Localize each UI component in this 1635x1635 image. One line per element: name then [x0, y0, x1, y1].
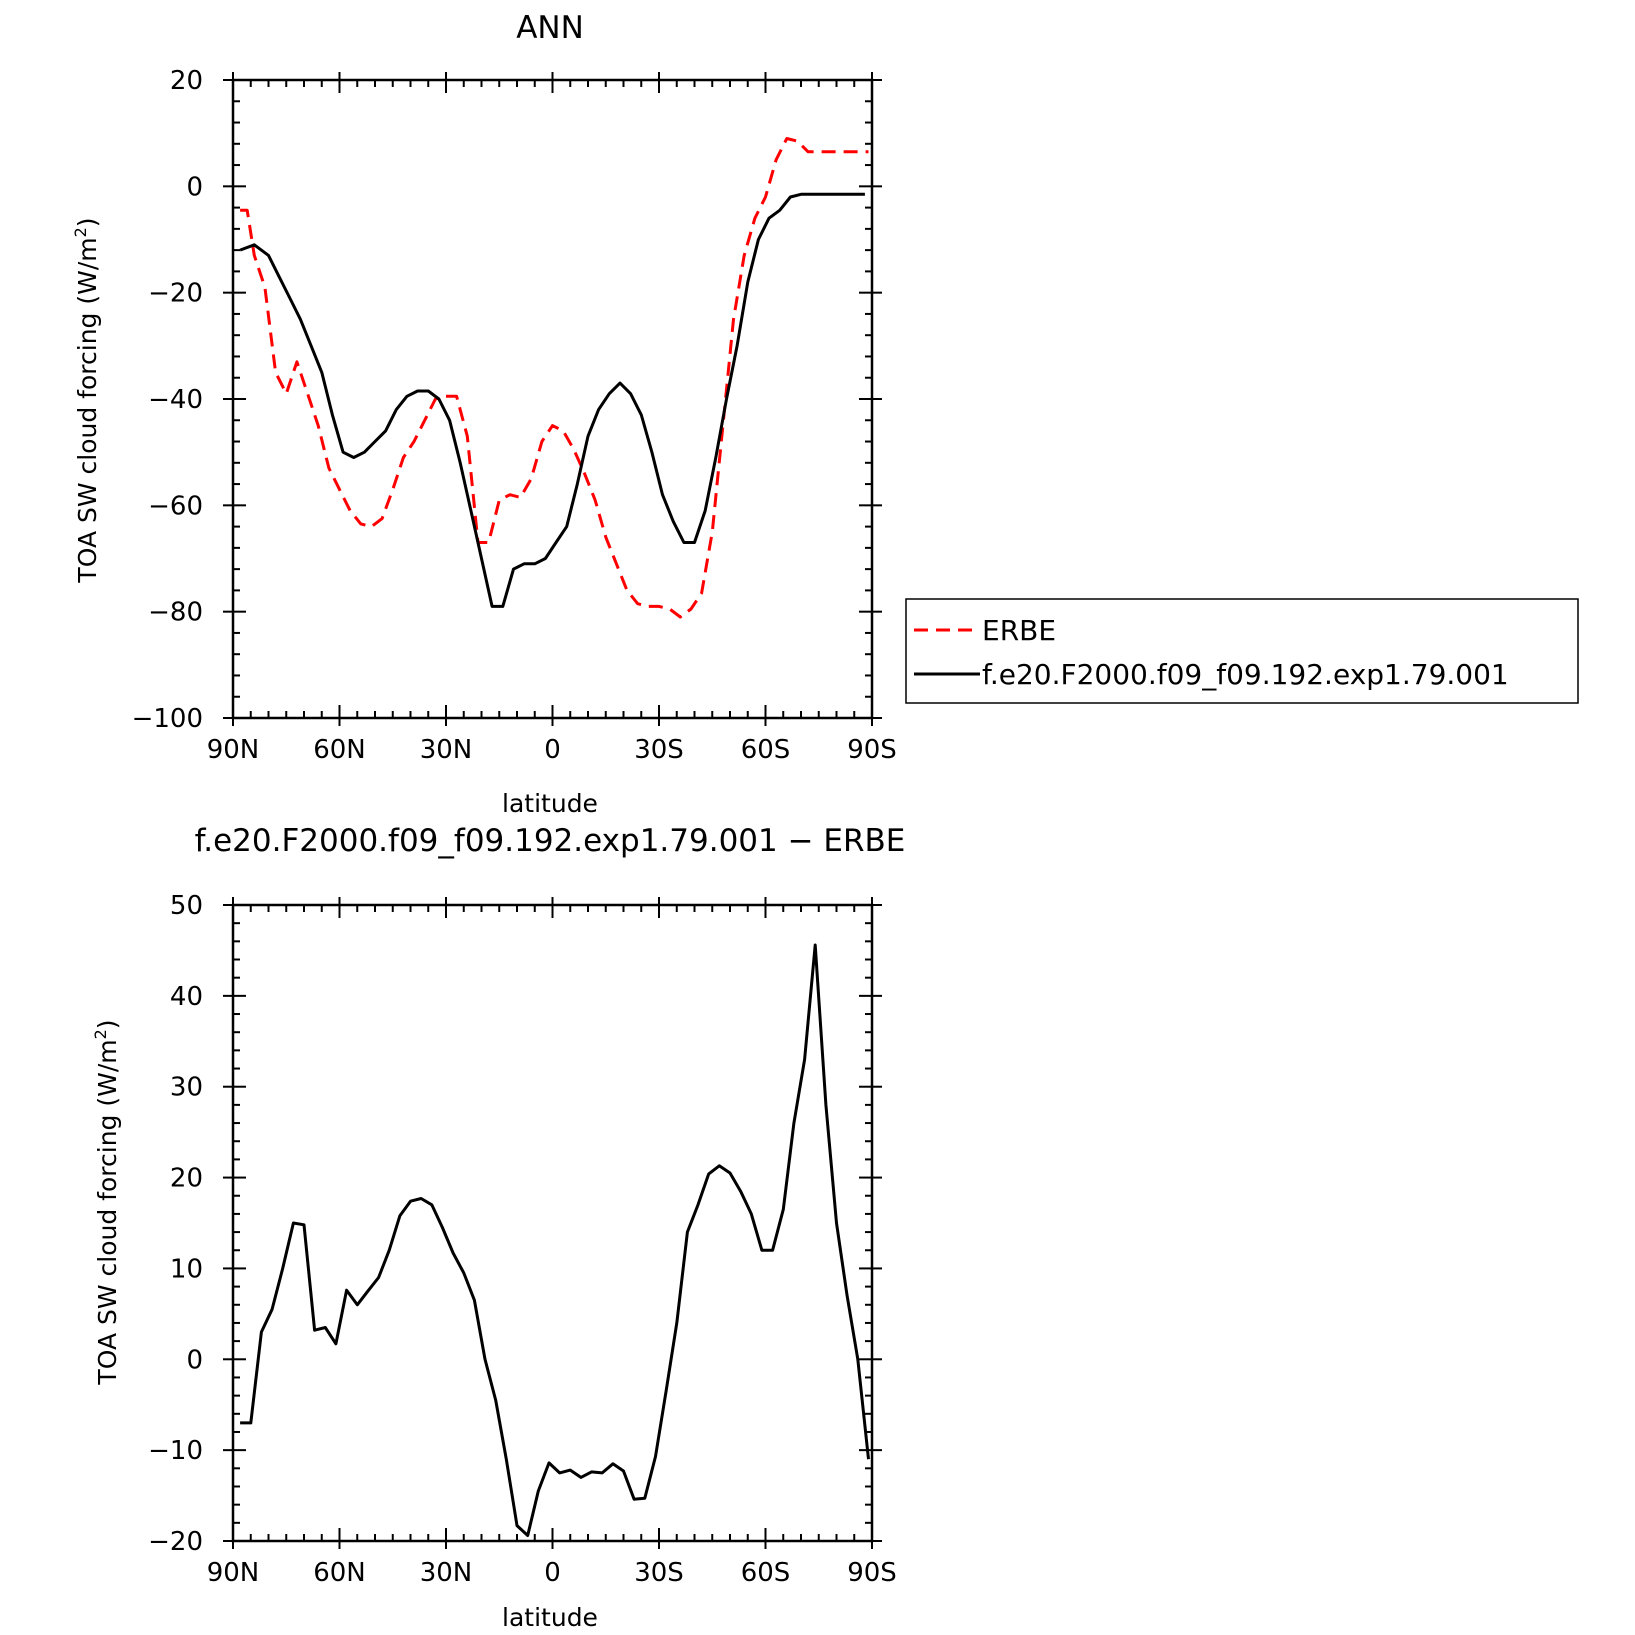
top-y-tick-label: −100 — [132, 704, 203, 734]
bottom-chart: f.e20.F2000.f09_f09.192.exp1.79.001 − ER… — [91, 823, 905, 1632]
bottom-y-axis-label-sup: 2 — [91, 1029, 110, 1039]
top-y-axis-label-main: TOA SW cloud forcing (W/m — [73, 237, 102, 583]
bottom-x-tick-label: 90N — [207, 1558, 260, 1588]
bottom-y-tick-label: 20 — [170, 1164, 203, 1194]
top-plot-area: 90N 60N 30N 0 30S 60S 90S 20 0 −20 −40 −60 −80 −100 — [132, 66, 897, 765]
bottom-series-line-0-line — [240, 943, 870, 1537]
bottom-y-tick-label: 10 — [170, 1254, 203, 1284]
top-x-tick-label: 60N — [313, 735, 366, 765]
bottom-plot-area: 90N 60N 30N 0 30S 60S 90S 50 40 30 20 10 0 −10 −20 — [148, 891, 897, 1588]
bottom-x-tick-label: 60N — [313, 1558, 366, 1588]
top-y-tick-label: 20 — [170, 66, 203, 96]
top-y-tick-label: 0 — [186, 172, 203, 202]
bottom-x-tick-label: 30N — [420, 1558, 473, 1588]
bottom-chart-title: f.e20.F2000.f09_f09.192.exp1.79.001 − ER… — [195, 823, 906, 859]
top-x-axis-label: latitude — [502, 789, 598, 818]
top-series-erbe-line — [240, 137, 869, 619]
bottom-y-tick-label: 30 — [170, 1073, 203, 1103]
bottom-y-tick-label: −20 — [148, 1527, 203, 1557]
legend-label-erbe: ERBE — [982, 614, 1056, 647]
bottom-x-tick-label: 60S — [741, 1558, 791, 1588]
top-y-axis-label: TOA SW cloud forcing (W/m2) — [71, 217, 102, 583]
bottom-y-tick-label: 40 — [170, 982, 203, 1012]
top-chart: ANN 90N 60N 30N 0 30S 60S 90S 20 0 −20 −40 −60 −80 −1… — [71, 10, 897, 818]
top-x-tick-label: 90N — [207, 735, 260, 765]
top-x-tick-label: 30N — [420, 735, 473, 765]
top-y-tick-label: −80 — [148, 598, 203, 628]
top-chart-title: ANN — [516, 10, 584, 46]
bottom-x-tick-label: 0 — [544, 1558, 561, 1588]
legend: ERBE f.e20.F2000.f09_f09.192.exp1.79.001 — [905, 598, 1579, 704]
top-y-tick-label: −60 — [148, 491, 203, 521]
bottom-y-axis-label: TOA SW cloud forcing (W/m2) — [91, 1019, 122, 1385]
bottom-x-tick-label: 30S — [634, 1558, 684, 1588]
bottom-y-axis-label-close: ) — [93, 1019, 122, 1029]
top-y-axis-label-close: ) — [73, 217, 102, 227]
top-x-tick-label: 0 — [544, 735, 561, 765]
top-y-tick-label: −40 — [148, 385, 203, 415]
legend-label-model: f.e20.F2000.f09_f09.192.exp1.79.001 — [982, 658, 1509, 691]
top-x-tick-label: 30S — [634, 735, 684, 765]
top-y-tick-label: −20 — [148, 279, 203, 309]
top-series-f-e20-f2000-f09-f09-192-exp1-79-001-line — [239, 192, 865, 608]
bottom-y-tick-label: 50 — [170, 891, 203, 921]
legend-box — [905, 598, 1579, 704]
bottom-x-tick-label: 90S — [847, 1558, 897, 1588]
bottom-plot-frame — [231, 903, 874, 1543]
bottom-y-tick-label: 0 — [186, 1345, 203, 1375]
top-x-tick-label: 90S — [847, 735, 897, 765]
bottom-y-tick-label: −10 — [148, 1436, 203, 1466]
bottom-x-axis-label: latitude — [502, 1603, 598, 1632]
top-y-axis-label-sup: 2 — [71, 227, 90, 237]
bottom-y-axis-label-main: TOA SW cloud forcing (W/m — [93, 1039, 122, 1385]
top-x-tick-label: 60S — [741, 735, 791, 765]
